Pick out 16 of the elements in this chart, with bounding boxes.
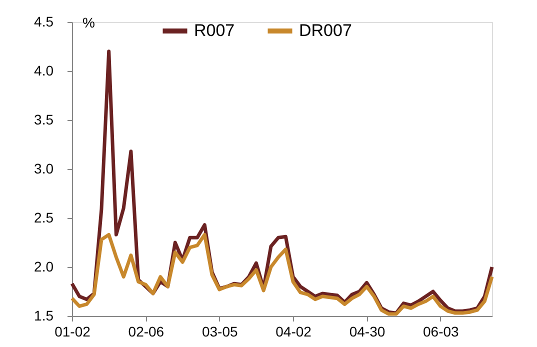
x-tick-label: 06-03 — [423, 324, 460, 340]
y-tick-label: 2.0 — [34, 258, 54, 274]
y-tick-label: 2.5 — [34, 210, 54, 226]
legend-label: R007 — [194, 21, 235, 40]
y-tick-label: 3.5 — [34, 112, 54, 128]
y-tick-label: 3.0 — [34, 160, 54, 176]
x-tick-label: 01-02 — [54, 324, 91, 340]
x-tick-label: 02-06 — [128, 324, 164, 340]
x-tick-label: 03-05 — [202, 324, 238, 340]
x-tick-label: 04-30 — [349, 324, 386, 340]
y-tick-label: 4.0 — [34, 62, 54, 78]
x-tick-label: 04-02 — [276, 324, 312, 340]
y-axis-title: % — [82, 14, 95, 30]
y-tick-label: 1.5 — [34, 308, 54, 324]
legend-label: DR007 — [299, 21, 352, 40]
y-tick-label: 4.5 — [34, 14, 54, 30]
